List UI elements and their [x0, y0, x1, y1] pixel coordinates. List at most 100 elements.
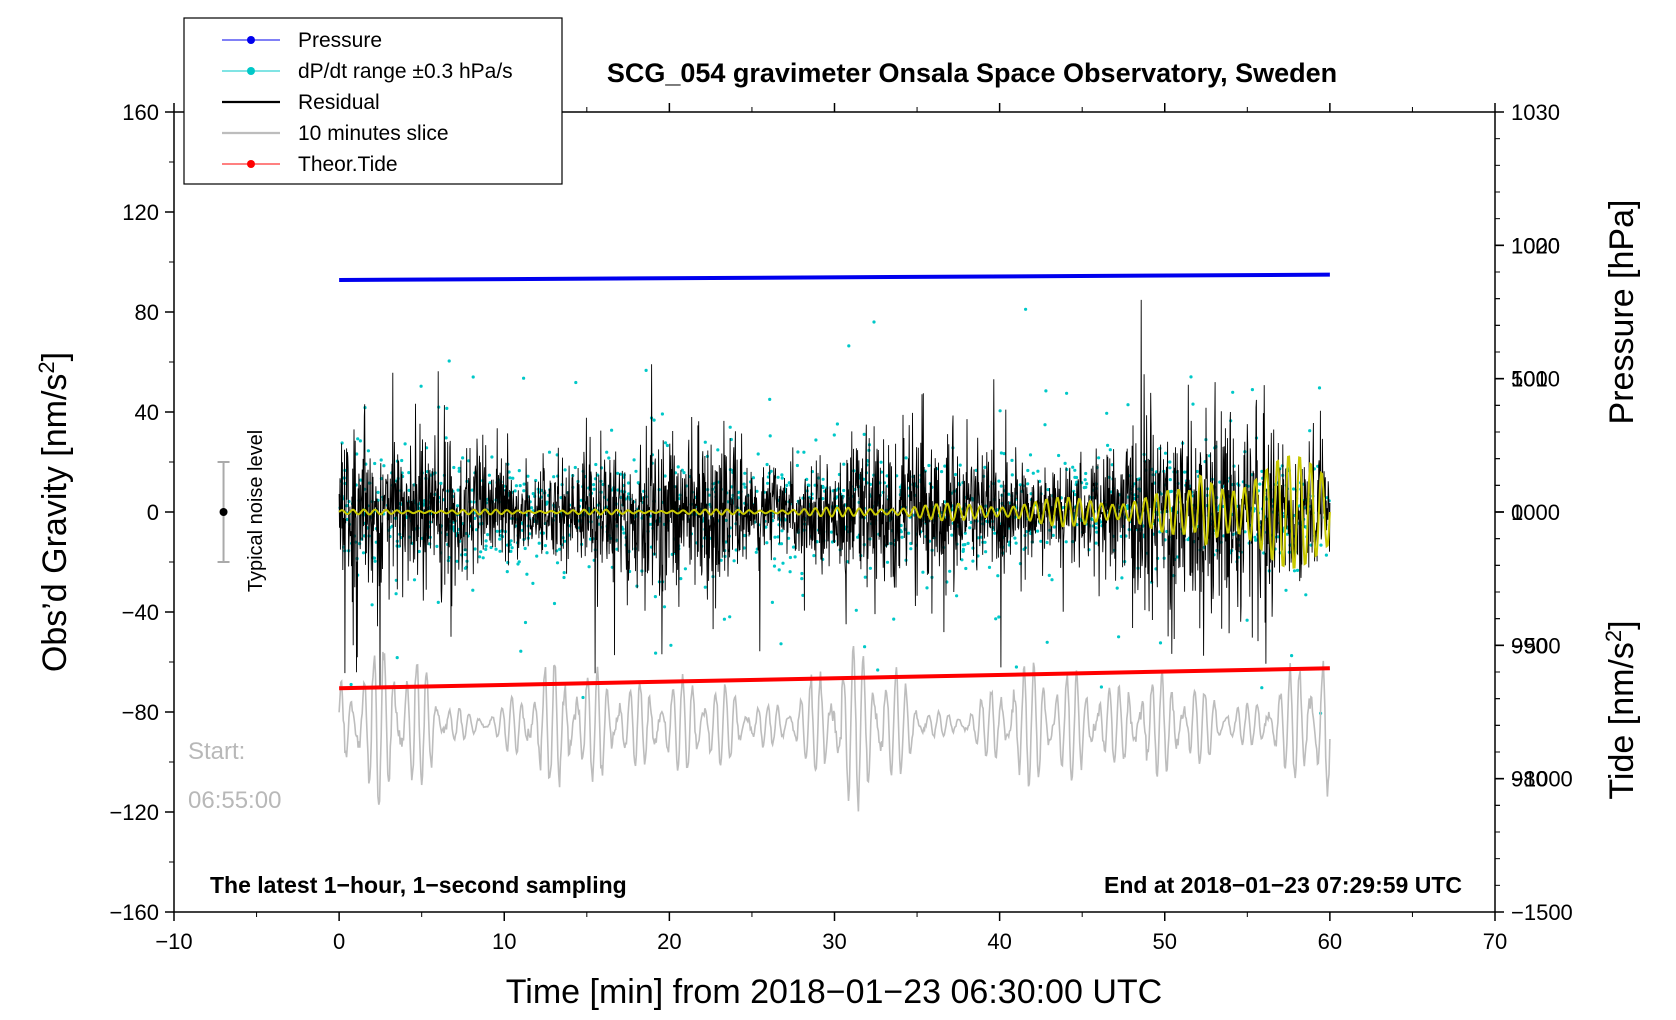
tide-tick-label: 1000: [1511, 233, 1560, 258]
dpdt-point: [755, 489, 759, 493]
dpdt-point: [518, 484, 522, 488]
dpdt-point: [644, 368, 648, 372]
dpdt-point: [1074, 475, 1079, 480]
dpdt-point: [997, 615, 1001, 619]
smoothed-line: [338, 455, 1331, 569]
dpdt-point: [1031, 471, 1035, 475]
dpdt-point: [552, 601, 557, 606]
noise-level-label: Typical noise level: [245, 430, 267, 592]
dpdt-point: [863, 645, 867, 649]
dpdt-point: [868, 566, 873, 570]
y-tick-label: 0: [147, 500, 159, 525]
dpdt-point: [964, 566, 968, 571]
dpdt-point: [1324, 553, 1328, 557]
dpdt-point: [479, 550, 483, 554]
legend-label: 10 minutes slice: [298, 122, 449, 145]
dpdt-point: [899, 530, 903, 534]
dpdt-point: [872, 320, 876, 324]
dpdt-point: [382, 464, 386, 468]
dpdt-point: [800, 571, 804, 576]
dpdt-point: [1105, 411, 1109, 415]
dpdt-point: [909, 541, 913, 546]
dpdt-point: [445, 406, 449, 410]
dpdt-point: [776, 475, 780, 479]
dpdt-point: [1108, 448, 1112, 452]
y-axis-tide: −1500 −1000 −500 0 500 1000: [1495, 233, 1573, 925]
x-tick-label: 0: [333, 929, 345, 954]
dpdt-point: [732, 559, 736, 563]
dpdt-point: [495, 529, 499, 533]
dpdt-point: [1018, 483, 1022, 487]
dpdt-point: [523, 620, 528, 625]
dpdt-point: [907, 531, 911, 535]
dpdt-point: [1046, 488, 1050, 492]
dpdt-point: [531, 581, 535, 586]
pressure-tick-label: 1000: [1511, 500, 1560, 525]
dpdt-point: [943, 464, 947, 468]
dpdt-point: [523, 546, 527, 551]
dpdt-point: [1295, 568, 1300, 573]
dpdt-point: [563, 468, 567, 472]
dpdt-point: [976, 536, 980, 540]
dpdt-point: [1106, 443, 1110, 447]
dpdt-point: [488, 481, 492, 485]
dpdt-point: [412, 578, 417, 582]
dpdt-point: [1245, 618, 1249, 622]
x-tick-label: 70: [1483, 929, 1507, 954]
dpdt-point: [1317, 386, 1322, 390]
dpdt-point: [999, 484, 1003, 488]
dpdt-point: [742, 533, 747, 538]
dpdt-point: [545, 551, 549, 555]
dpdt-point: [349, 682, 353, 687]
dpdt-point: [900, 535, 904, 539]
dpdt-point: [805, 477, 809, 481]
dpdt-point: [558, 547, 562, 551]
dpdt-point: [863, 575, 867, 579]
dpdt-point: [728, 425, 732, 429]
x-tick-label: 30: [822, 929, 846, 954]
dpdt-point: [478, 555, 482, 559]
dpdt-point: [522, 489, 526, 493]
dpdt-point: [1075, 480, 1079, 484]
dpdt-point: [605, 450, 609, 454]
dpdt-point: [1253, 535, 1257, 539]
x-tick-label: 40: [987, 929, 1011, 954]
tide-line-group: [339, 666, 1330, 691]
dpdt-point: [562, 571, 566, 575]
dpdt-point: [676, 465, 680, 469]
dpdt-point: [953, 472, 958, 477]
dpdt-point: [457, 469, 461, 473]
pressure-line-group: [339, 272, 1330, 282]
dpdt-point: [455, 559, 459, 563]
dpdt-point: [788, 570, 792, 574]
dpdt-point: [594, 462, 598, 467]
dpdt-point: [1044, 389, 1048, 393]
dpdt-point: [1028, 453, 1033, 457]
dpdt-point: [788, 555, 793, 560]
dpdt-point: [1057, 453, 1061, 458]
dpdt-point: [526, 474, 530, 478]
dpdt-point: [780, 476, 784, 480]
dpdt-point: [498, 549, 502, 553]
dpdt-point: [754, 550, 758, 554]
dpdt-point: [742, 482, 746, 486]
pressure-tick-label: 980: [1511, 767, 1548, 792]
dpdt-point: [621, 527, 625, 531]
tide-tick-label: 500: [1511, 367, 1548, 392]
dpdt-point: [473, 547, 477, 551]
dpdt-point: [842, 488, 846, 493]
dpdt-point: [1183, 470, 1187, 474]
legend-label: Residual: [298, 91, 380, 114]
dpdt-point: [772, 564, 777, 568]
dpdt-point: [622, 473, 626, 477]
legend-label: dP/dt range ±0.3 hPa/s: [298, 60, 513, 83]
y-axis-left-title: Obs’d Gravity [nm/s2]: [34, 352, 74, 672]
dpdt-point: [854, 608, 858, 612]
dpdt-point: [983, 540, 987, 544]
dpdt-point: [812, 554, 816, 558]
dpdt-point: [513, 489, 517, 493]
dpdt-point: [1168, 466, 1172, 470]
dpdt-point: [652, 418, 656, 422]
y-axis-pressure: 980 990 1000 1010 1020 1030: [1495, 100, 1560, 833]
